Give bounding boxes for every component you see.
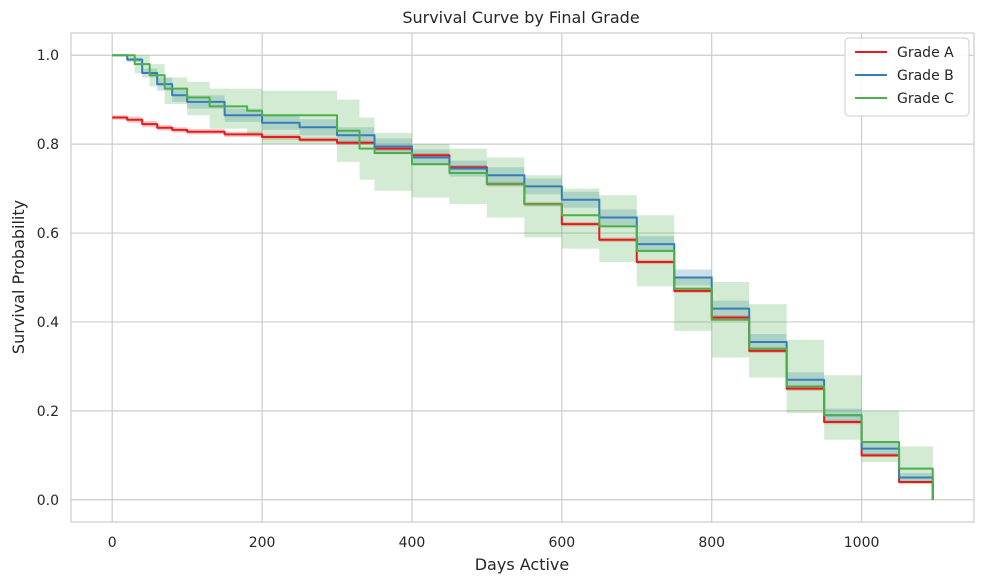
ci-band-grade-c	[112, 55, 933, 500]
plot-area-frame	[70, 32, 975, 523]
series-line-grade-c	[112, 54, 934, 500]
x-tick-label: 600	[548, 535, 575, 551]
chart-title: Survival Curve by Final Grade	[402, 8, 639, 27]
x-tick-label: 400	[399, 535, 426, 551]
x-axis-label: Days Active	[475, 555, 570, 574]
y-axis-label: Survival Probability	[9, 200, 28, 354]
x-tick-label: 0	[108, 535, 117, 551]
y-tick-label: 0.2	[37, 404, 59, 420]
y-tick-label: 0.0	[37, 493, 59, 509]
x-tick-labels: 0 200 400 600 800 1000	[108, 535, 880, 551]
y-tick-label: 0.6	[37, 226, 59, 242]
legend: Grade A Grade B Grade C	[844, 37, 970, 117]
x-tick-label: 200	[249, 535, 276, 551]
confidence-bands	[112, 55, 933, 500]
legend-label-grade-b: Grade B	[897, 68, 954, 84]
x-tick-label: 1000	[844, 535, 880, 551]
x-tick-label: 800	[698, 535, 725, 551]
legend-label-grade-a: Grade A	[897, 45, 954, 61]
y-tick-label: 0.8	[37, 137, 59, 153]
legend-label-grade-c: Grade C	[897, 91, 954, 107]
legend-box	[844, 37, 970, 117]
y-tick-label: 1.0	[37, 48, 59, 64]
y-tick-label: 0.4	[37, 315, 59, 331]
ci-band-grade-b	[112, 55, 933, 500]
y-tick-labels: 0.0 0.2 0.4 0.6 0.8 1.0	[37, 48, 59, 509]
survival-lines	[112, 54, 934, 500]
